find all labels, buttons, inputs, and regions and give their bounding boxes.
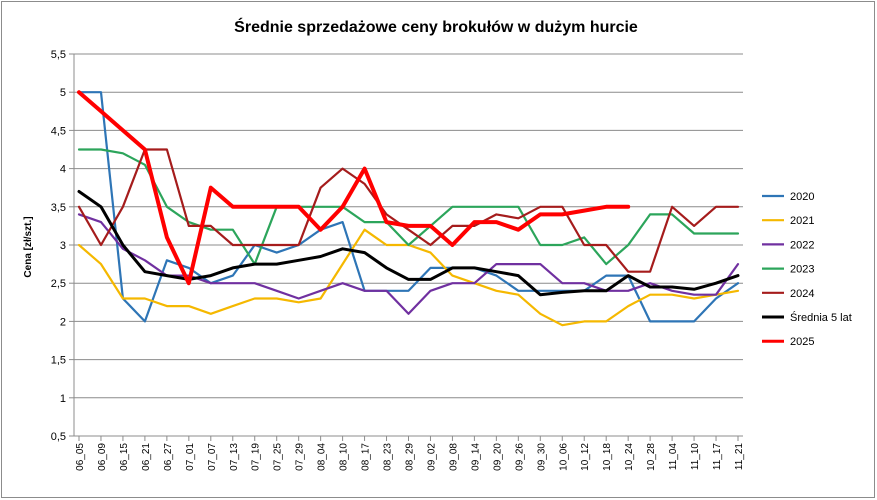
y-tick-label: 2: [60, 316, 66, 328]
series-line-6: [77, 90, 631, 286]
y-tick-label: 5: [60, 87, 66, 99]
x-tick-label: 09_26: [514, 443, 525, 471]
x-tick-label: 08_10: [339, 443, 350, 471]
y-tick-label: 1,5: [51, 355, 66, 367]
x-tick-label: 08_23: [383, 443, 394, 471]
x-tick-label: 10_24: [624, 443, 635, 471]
legend-label: 2020: [790, 191, 814, 203]
y-tick-label: 3,5: [51, 202, 66, 214]
legend-label: 2023: [790, 264, 814, 276]
legend-label: 2022: [790, 239, 814, 251]
legend-label: 2021: [790, 215, 814, 227]
x-tick-label: 10_12: [580, 443, 591, 471]
x-tick-label: 09_02: [426, 443, 437, 471]
x-tick-label: 06_21: [141, 443, 152, 471]
x-tick-label: 06_09: [97, 443, 108, 471]
y-tick-label: 4,5: [51, 125, 66, 137]
x-tick-label: 10_06: [558, 443, 569, 471]
legend-label: Średnia 5 lat: [790, 311, 852, 324]
y-axis-ticks: 0,5 1 1,5 2 2,5 3 3,5 4 4,5 5 5,5: [51, 49, 74, 443]
x-tick-label: 09_30: [536, 443, 547, 471]
legend-label: 2024: [790, 288, 814, 300]
x-tick-label: 07_25: [273, 443, 284, 471]
x-tick-label: 11_10: [690, 443, 701, 471]
x-tick-label: 09_14: [470, 443, 481, 471]
x-tick-label: 07_07: [207, 443, 218, 471]
x-tick-label: 08_17: [361, 443, 372, 471]
x-tick-label: 09_08: [448, 443, 459, 471]
x-tick-label: 08_04: [317, 443, 328, 471]
x-tick-label: 07_29: [295, 443, 306, 471]
x-tick-label: 10_18: [602, 443, 613, 471]
y-tick-label: 5,5: [51, 49, 66, 61]
series-lines: [77, 90, 740, 327]
x-tick-label: 06_05: [75, 443, 86, 471]
y-tick-label: 3: [60, 240, 66, 252]
x-tick-label: 06_15: [119, 443, 130, 471]
x-tick-label: 07_01: [185, 443, 196, 471]
x-tick-label: 11_17: [712, 443, 723, 471]
x-tick-label: 07_19: [251, 443, 262, 471]
legend: 2020 2021 2022 2023 2024 Średnia 5 lat 2025: [762, 191, 852, 348]
x-tick-label: 08_29: [405, 443, 416, 471]
x-tick-label: 10_28: [646, 443, 657, 471]
chart-title: Średnie sprzedażowe ceny brokułów w duży…: [234, 17, 638, 36]
y-tick-label: 0,5: [51, 431, 66, 443]
x-tick-label: 11_04: [668, 443, 679, 471]
y-tick-label: 2,5: [51, 278, 66, 290]
y-tick-label: 4: [60, 164, 66, 176]
axes: [73, 54, 743, 437]
series-line-4: [77, 148, 740, 273]
x-tick-label: 09_20: [492, 443, 503, 471]
y-axis-label: Cena [zł/szt.]: [23, 216, 34, 277]
x-tick-label: 11_21: [734, 443, 745, 471]
legend-label: 2025: [790, 336, 814, 348]
x-tick-label: 07_13: [229, 443, 240, 471]
x-axis-ticks: 06_05 06_09 06_15 06_21 06_27 07_01 07_07 07_13…: [75, 436, 745, 471]
y-tick-label: 1: [60, 393, 66, 405]
x-tick-label: 06_27: [163, 443, 174, 471]
